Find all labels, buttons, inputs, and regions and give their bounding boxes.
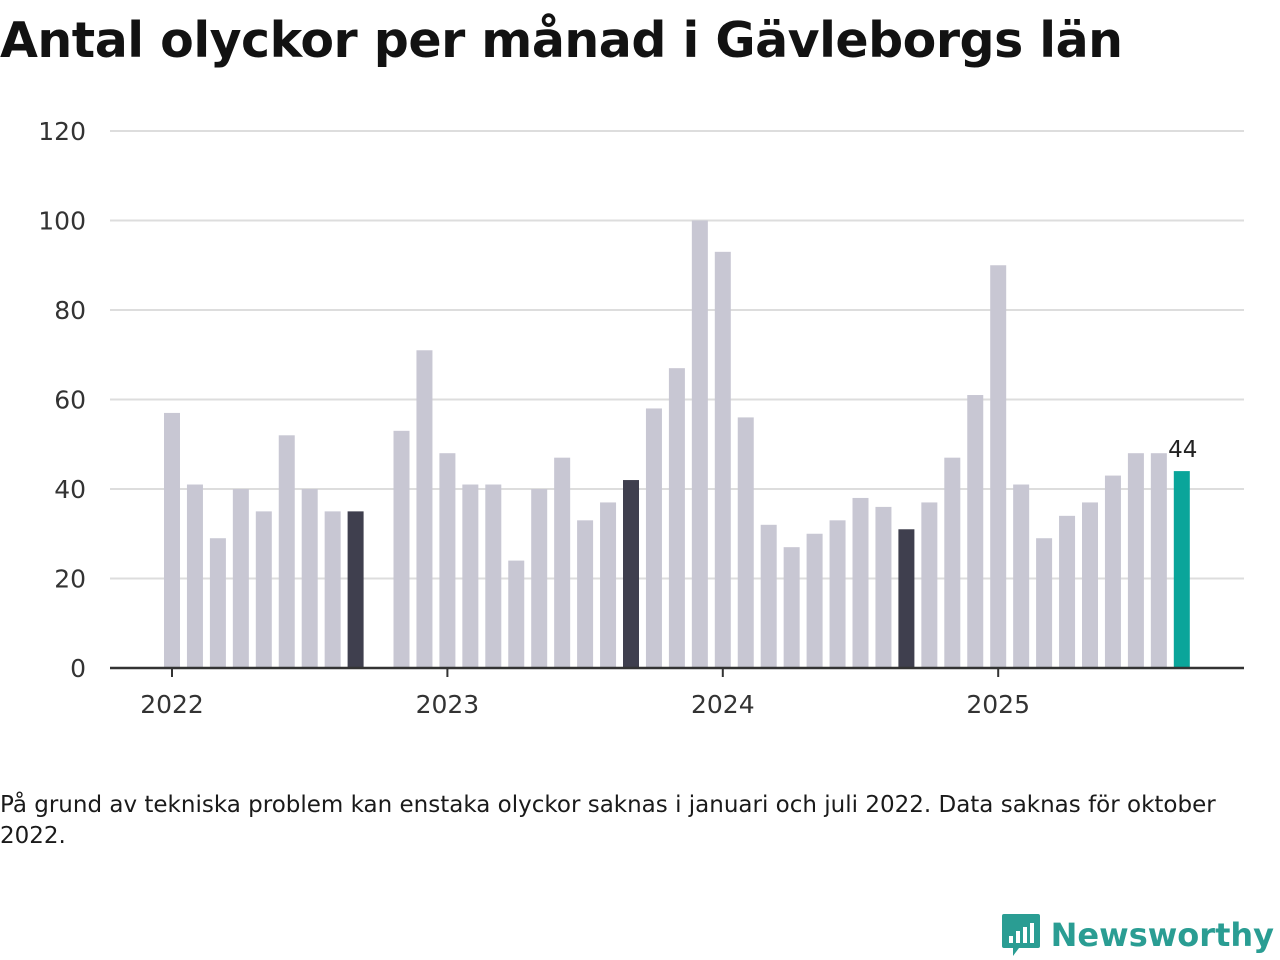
bar-2024-03	[760, 524, 777, 668]
axes: 0 20 40 60 80 100 120 2022 2023 2024 2025	[38, 117, 1244, 719]
y-tick-label: 20	[54, 565, 86, 594]
bar-2022-11	[393, 430, 410, 668]
bar-2025-01	[990, 265, 1007, 668]
data-label: 44	[1168, 437, 1197, 463]
bar-2022-09	[347, 511, 364, 668]
bar-2022-03	[209, 538, 226, 668]
bar-2023-12	[691, 220, 708, 668]
bar-2022-05	[255, 511, 272, 668]
brand-logo[interactable]: Newsworthy	[1001, 912, 1274, 958]
bar-2024-04	[783, 547, 800, 668]
bar-2024-05	[806, 533, 823, 668]
bar-2024-08	[875, 506, 892, 668]
bar-2024-01	[714, 251, 731, 668]
brand-name: Newsworthy	[1050, 916, 1274, 954]
bar-2022-01	[164, 412, 180, 668]
bar-2023-06	[554, 457, 571, 668]
x-tick-label: 2025	[966, 690, 1030, 719]
bar-2025-02	[1013, 484, 1030, 668]
bar-2024-07	[852, 497, 869, 668]
bar-2023-05	[531, 489, 548, 668]
bar-2022-12	[416, 350, 433, 668]
bar-2023-01	[439, 453, 456, 668]
newsworthy-logo-icon	[1001, 914, 1040, 956]
y-tick-label: 0	[70, 654, 86, 683]
bar-2023-03	[485, 484, 502, 668]
bar-2024-09	[898, 529, 915, 668]
bar-2025-09	[1173, 471, 1190, 668]
y-tick-label: 80	[54, 296, 86, 325]
y-tick-label: 120	[38, 117, 86, 146]
y-tick-label: 100	[38, 207, 86, 236]
chart-title: Antal olyckor per månad i Gävleborgs län	[0, 12, 1123, 69]
bar-2025-08	[1150, 453, 1167, 668]
bar-2024-02	[737, 417, 754, 668]
x-tick-label: 2024	[691, 690, 755, 719]
bar-chart: 44 0 20 40 60 80 100 120 2022 2023 2024 2025	[38, 117, 1244, 719]
y-tick-label: 60	[54, 386, 86, 415]
bar-2024-11	[944, 457, 961, 668]
bar-2024-10	[921, 502, 938, 668]
bar-2022-08	[324, 511, 341, 668]
bar-2022-02	[186, 484, 203, 668]
x-tick-label: 2022	[140, 690, 204, 719]
bar-2022-06	[278, 435, 295, 668]
bar-2023-10	[645, 408, 662, 668]
bar-2023-02	[462, 484, 479, 668]
bar-2022-07	[301, 489, 318, 668]
footnote: På grund av tekniska problem kan enstaka…	[0, 792, 1216, 849]
bar-2023-07	[577, 520, 594, 668]
bar-2023-11	[668, 368, 685, 668]
bar-2025-05	[1082, 502, 1098, 668]
y-tick-label: 40	[54, 475, 86, 504]
x-tick-label: 2023	[416, 690, 480, 719]
bar-2025-06	[1104, 475, 1121, 668]
bar-2023-08	[600, 502, 617, 668]
bars	[164, 220, 1190, 668]
data-labels: 44	[1168, 437, 1197, 463]
bar-2022-04	[232, 489, 249, 668]
bar-2024-12	[967, 395, 984, 668]
bar-2025-04	[1059, 515, 1076, 668]
bar-2023-09	[623, 480, 639, 668]
bar-2023-04	[508, 560, 525, 668]
bar-2025-03	[1036, 538, 1053, 668]
bar-2024-06	[829, 520, 846, 668]
bar-2025-07	[1127, 453, 1144, 668]
